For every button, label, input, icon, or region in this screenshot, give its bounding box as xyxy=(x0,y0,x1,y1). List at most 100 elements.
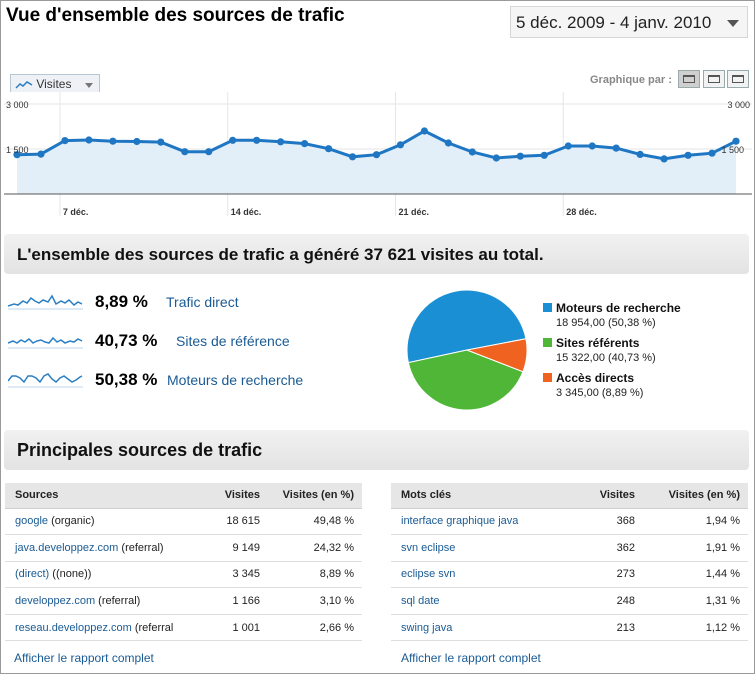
line-chart-icon xyxy=(15,80,33,89)
cell-pct: 1,44 % xyxy=(643,561,748,589)
data-point xyxy=(13,151,21,159)
graph-by-week-button[interactable] xyxy=(703,70,725,88)
sources-table: Sources Visites Visites (en %) google (o… xyxy=(5,483,362,642)
sources-full-report-link[interactable]: Afficher le rapport complet xyxy=(14,651,154,665)
cell-visits: 18 615 xyxy=(200,508,268,536)
legend-label-referral: Sites référents xyxy=(556,336,640,350)
column-header-visits-pct: Visites (en %) xyxy=(643,483,748,509)
pie-slice-referral xyxy=(407,349,524,411)
data-point xyxy=(468,148,476,156)
traffic-pie-chart xyxy=(406,289,528,411)
table-row: java.developpez.com (referral) 9 149 24,32… xyxy=(5,534,362,562)
table-row: swing java 213 1,12 % xyxy=(391,614,748,642)
source-row-link[interactable]: java.developpez.com xyxy=(15,541,119,554)
legend-swatch-referral xyxy=(543,338,552,347)
summary-bar: L'ensemble des sources de trafic a génér… xyxy=(4,234,749,274)
page-title: Vue d'ensemble des sources de trafic xyxy=(6,5,345,26)
legend-item-direct: Accès directs 3 345,00 (8,89 %) xyxy=(543,371,643,399)
calendar-day-icon xyxy=(683,75,695,83)
data-point xyxy=(133,137,141,146)
date-range-picker[interactable]: 5 déc. 2009 - 4 janv. 2010 xyxy=(510,6,748,38)
data-point xyxy=(732,137,740,145)
cell-pct: 2,66 % xyxy=(268,614,362,642)
data-point xyxy=(229,136,237,144)
legend-item-referral: Sites référents 15 322,00 (40,73 %) xyxy=(543,336,656,364)
source-pct-referral: 40,73 % xyxy=(95,331,158,350)
source-row-medium: (referral xyxy=(131,621,174,634)
data-point xyxy=(324,145,333,153)
x-tick-label: 7 déc. xyxy=(63,207,89,217)
column-header-visits: Visites xyxy=(200,483,268,509)
data-point xyxy=(636,150,644,158)
source-row-link[interactable]: developpez.com xyxy=(15,595,96,608)
column-header-keywords: Mots clés xyxy=(391,483,571,509)
data-point xyxy=(253,136,261,144)
source-row-direct: 8,89 % Trafic direct xyxy=(8,292,348,312)
keyword-link[interactable]: svn eclipse xyxy=(401,541,456,554)
cell-visits: 362 xyxy=(571,534,643,562)
source-pct-search: 50,38 % xyxy=(95,370,158,389)
legend-value-referral: 15 322,00 (40,73 %) xyxy=(556,352,656,364)
data-point xyxy=(420,127,429,135)
cell-pct: 49,48 % xyxy=(268,508,362,536)
source-row-referral: 40,73 % Sites de référence xyxy=(8,331,348,351)
keyword-link[interactable]: swing java xyxy=(401,621,453,634)
table-header-row: Sources Visites Visites (en %) xyxy=(5,483,362,509)
source-link-direct[interactable]: Trafic direct xyxy=(166,294,239,310)
cell-pct: 1,94 % xyxy=(643,508,748,536)
source-row-link[interactable]: reseau.developpez.com xyxy=(15,621,132,634)
source-row-medium: (organic) xyxy=(48,515,95,528)
keywords-full-report-link[interactable]: Afficher le rapport complet xyxy=(401,651,541,665)
keyword-link[interactable]: interface graphique java xyxy=(401,515,519,528)
source-link-referral[interactable]: Sites de référence xyxy=(176,333,290,349)
data-point xyxy=(85,136,93,144)
cell-pct: 1,91 % xyxy=(643,534,748,562)
keywords-table: Mots clés Visites Visites (en %) interfa… xyxy=(391,483,748,642)
data-point xyxy=(277,138,285,146)
data-point xyxy=(612,144,620,152)
column-header-visits-pct: Visites (en %) xyxy=(268,483,362,509)
calendar-month-icon xyxy=(732,75,744,83)
keyword-link[interactable]: sql date xyxy=(401,595,440,608)
graph-by-day-button[interactable] xyxy=(678,70,700,88)
caret-down-icon xyxy=(85,83,93,88)
data-point xyxy=(540,151,548,159)
data-point xyxy=(588,142,596,150)
data-point xyxy=(708,149,716,157)
cell-pct: 1,12 % xyxy=(643,614,748,642)
legend-label-direct: Accès directs xyxy=(556,371,635,385)
x-tick-label: 21 déc. xyxy=(398,207,429,217)
data-point xyxy=(181,148,189,156)
table-header-row: Mots clés Visites Visites (en %) xyxy=(391,483,748,509)
table-row: svn eclipse 362 1,91 % xyxy=(391,534,748,562)
principal-sources-title: Principales sources de trafic xyxy=(17,440,263,460)
source-link-search[interactable]: Moteurs de recherche xyxy=(167,372,304,388)
source-row-medium: ((none)) xyxy=(49,568,92,581)
source-row-link[interactable]: (direct) xyxy=(15,568,50,581)
source-row-medium: (referral) xyxy=(118,541,164,554)
sparkline-direct xyxy=(8,294,83,310)
cell-pct: 3,10 % xyxy=(268,587,362,615)
graph-by-label: Graphique par : xyxy=(590,74,672,86)
data-point xyxy=(348,153,357,161)
metric-selector[interactable]: Visites xyxy=(10,74,100,93)
pie-slice-search xyxy=(406,289,527,364)
data-point xyxy=(37,150,45,158)
table-row: sql date 248 1,31 % xyxy=(391,587,748,615)
cell-visits: 248 xyxy=(571,587,643,615)
data-point xyxy=(157,138,165,146)
y-tick-label: 3 000 xyxy=(6,100,29,110)
y-tick-label-right: 3 000 xyxy=(727,100,750,110)
sparkline-search xyxy=(8,373,83,388)
legend-label-search: Moteurs de recherche xyxy=(556,301,681,315)
data-point xyxy=(492,154,500,162)
source-row-link[interactable]: google xyxy=(15,515,49,528)
date-range-value: 5 déc. 2009 - 4 janv. 2010 xyxy=(516,13,712,32)
column-header-visits: Visites xyxy=(571,483,643,509)
cell-pct: 24,32 % xyxy=(268,534,362,562)
cell-visits: 1 001 xyxy=(200,614,268,642)
keyword-link[interactable]: eclipse svn xyxy=(401,568,456,581)
data-point xyxy=(516,152,524,160)
cell-visits: 9 149 xyxy=(200,534,268,562)
graph-by-month-button[interactable] xyxy=(727,70,749,88)
